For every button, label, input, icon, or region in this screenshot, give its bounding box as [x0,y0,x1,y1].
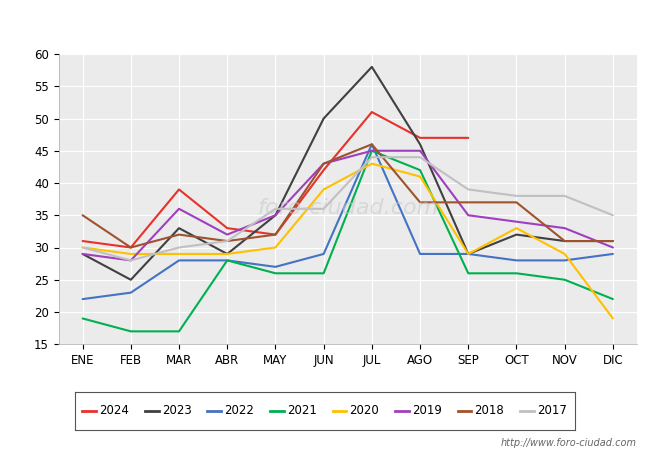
Text: 2023: 2023 [162,404,192,417]
Text: http://www.foro-ciudad.com: http://www.foro-ciudad.com [501,438,637,448]
Text: 2021: 2021 [287,404,317,417]
Text: 2020: 2020 [350,404,379,417]
Text: foro-ciudad.com: foro-ciudad.com [257,198,438,218]
Text: 2017: 2017 [537,404,567,417]
Text: 2024: 2024 [99,404,129,417]
Text: 2022: 2022 [224,404,254,417]
Text: Afiliados en Trefacio a 30/9/2024: Afiliados en Trefacio a 30/9/2024 [177,14,473,33]
Text: 2019: 2019 [412,404,442,417]
Text: 2018: 2018 [474,404,504,417]
